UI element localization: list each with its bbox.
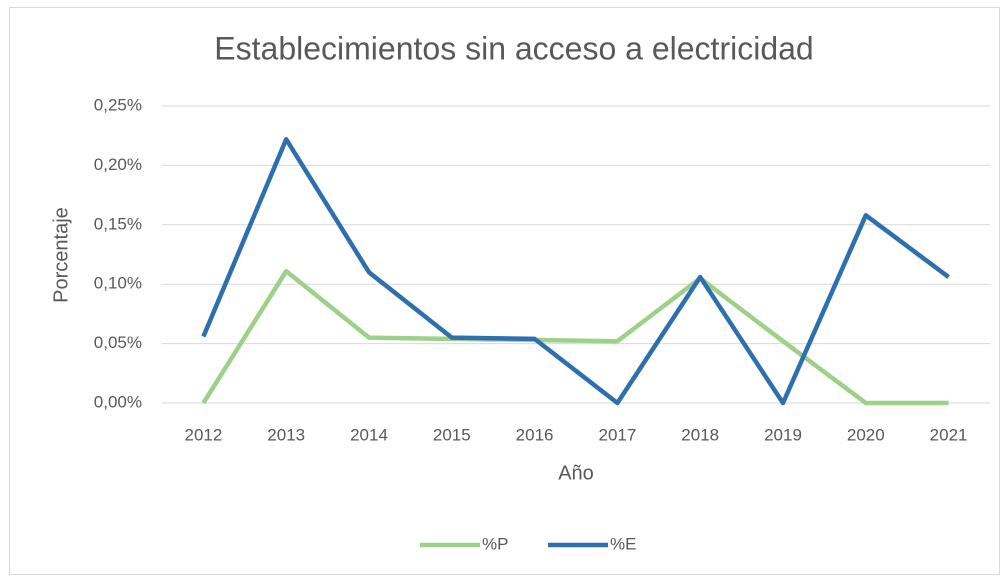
x-tick-label: 2016 [516, 425, 554, 444]
legend-label: %E [610, 534, 636, 553]
x-axis-label: Año [558, 462, 594, 484]
line-series [201, 268, 949, 406]
y-tick-label: 0,10% [94, 274, 142, 293]
y-tick-label: 0,15% [94, 214, 142, 233]
x-tick-label: 2020 [847, 425, 885, 444]
y-tick-label: 0,25% [94, 95, 142, 114]
y-tick-label: 0,00% [94, 392, 142, 411]
x-tick-label: 2018 [681, 425, 719, 444]
x-tick-label: 2014 [350, 425, 388, 444]
y-tick-label: 0,20% [94, 155, 142, 174]
line-series [201, 137, 950, 406]
chart-border [9, 7, 1000, 575]
y-axis-label: Porcentaje [50, 207, 72, 303]
y-tick-label: 0,05% [94, 333, 142, 352]
x-tick-label: 2019 [764, 425, 802, 444]
x-tick-label: 2017 [598, 425, 636, 444]
chart-title: Establecimientos sin acceso a electricid… [214, 30, 813, 66]
x-tick-label: 2012 [184, 425, 222, 444]
x-tick-label: 2013 [267, 425, 305, 444]
legend-label: %P [482, 534, 508, 553]
x-tick-label: 2015 [433, 425, 471, 444]
x-tick-label: 2021 [930, 425, 968, 444]
